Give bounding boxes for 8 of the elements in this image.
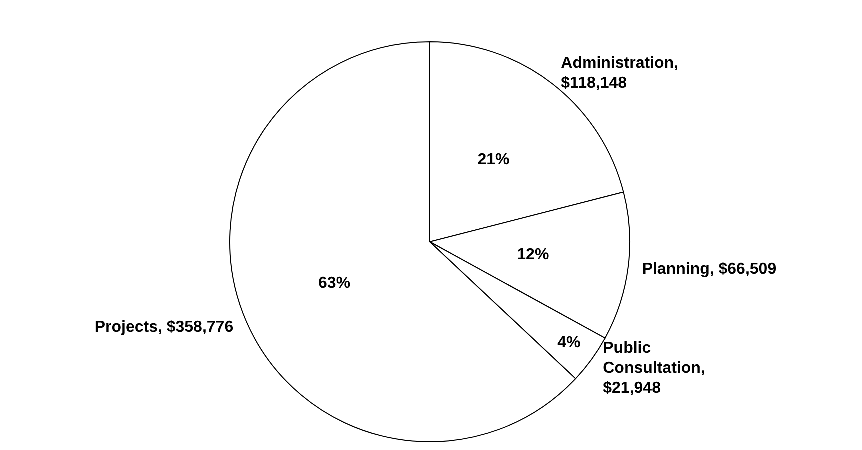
data-label: 21%	[478, 151, 510, 168]
slice-label: Administration, $118,148	[561, 54, 679, 92]
slice-label: Planning, $66,509	[642, 260, 777, 278]
slice-label: Public Consultation, $21,948	[603, 339, 706, 396]
data-label: 12%	[517, 246, 550, 264]
slice-label: Projects, $358,776	[94, 318, 234, 336]
data-label: 4%	[558, 334, 581, 352]
data-label: 63%	[318, 274, 351, 292]
